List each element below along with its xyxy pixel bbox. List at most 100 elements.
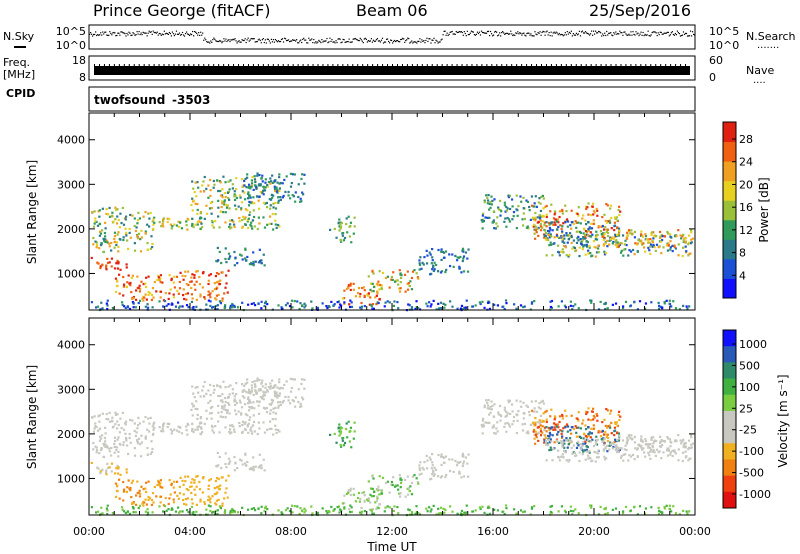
range-gate-cell [481, 505, 484, 508]
range-gate-cell [125, 285, 129, 289]
noise-point [433, 37, 435, 39]
range-gate-cell [133, 429, 136, 433]
range-gate-cell [428, 301, 431, 304]
range-gate-cell [649, 457, 652, 460]
range-gate-cell [663, 235, 666, 238]
range-gate-cell [98, 230, 102, 233]
range-gate-cell [316, 306, 319, 309]
range-gate-cell [225, 487, 228, 490]
range-gate-cell [208, 479, 211, 482]
range-gate-cell [602, 228, 606, 231]
range-gate-cell [105, 212, 108, 216]
noise-point [526, 32, 528, 35]
noise-point [667, 31, 669, 33]
noise-point [211, 41, 213, 43]
range-gate-cell [596, 209, 599, 212]
range-gate-cell [584, 223, 588, 226]
range-gate-cell [325, 510, 328, 513]
range-gate-cell [533, 437, 536, 440]
range-gate-cell [409, 280, 412, 283]
x-tick-label: 08:00 [275, 525, 307, 538]
range-gate-cell [142, 487, 145, 491]
range-gate-cell [393, 505, 396, 508]
range-gate-cell [595, 435, 598, 438]
noise-point [117, 32, 119, 34]
freq-tick [605, 64, 607, 66]
range-gate-cell [530, 195, 534, 198]
range-gate-cell [575, 435, 579, 438]
range-gate-cell [636, 308, 639, 311]
range-gate-cell [347, 420, 350, 423]
range-gate-cell [616, 438, 619, 442]
noise-point [473, 33, 476, 36]
range-gate-cell [613, 228, 616, 232]
range-gate-cell [410, 306, 414, 309]
range-gate-cell [233, 195, 236, 198]
range-gate-cell [127, 274, 130, 277]
range-gate-cell [503, 204, 506, 207]
range-gate-cell [451, 458, 454, 461]
range-gate-cell [558, 459, 561, 462]
range-gate-cell [652, 243, 655, 247]
freq-tick [421, 64, 423, 66]
range-gate-cell [433, 261, 436, 264]
range-gate-cell [215, 271, 219, 275]
range-gate-cell [687, 448, 690, 451]
range-gate-cell [509, 412, 512, 416]
range-gate-cell [250, 387, 254, 390]
range-gate-cell [443, 511, 446, 514]
range-gate-cell [678, 513, 681, 516]
range-gate-cell [195, 305, 198, 308]
range-gate-cell [648, 241, 651, 244]
range-gate-cell [606, 239, 609, 242]
range-gate-cell [175, 480, 179, 483]
range-gate-cell [579, 427, 582, 430]
range-gate-cell [296, 505, 299, 508]
range-gate-cell [271, 379, 274, 382]
range-gate-cell [587, 407, 590, 410]
range-gate-cell [506, 216, 509, 220]
range-gate-cell [146, 428, 149, 431]
range-gate-cell [663, 302, 666, 305]
range-gate-cell [274, 212, 277, 216]
range-gate-cell [503, 201, 506, 204]
range-gate-cell [684, 442, 687, 445]
noise-point [512, 34, 514, 37]
range-gate-cell [588, 432, 591, 435]
range-gate-cell [161, 486, 164, 489]
range-gate-cell [533, 410, 536, 413]
range-gate-cell [231, 424, 234, 427]
range-gate-cell [116, 208, 119, 211]
range-gate-cell [378, 503, 381, 506]
noise-point [146, 35, 148, 37]
range-gate-cell [297, 183, 300, 186]
range-gate-cell [240, 459, 243, 462]
range-gate-cell [375, 302, 378, 306]
range-gate-cell [270, 427, 273, 430]
freq-tick [610, 64, 612, 66]
range-gate-cell [122, 285, 126, 288]
range-gate-cell [653, 246, 656, 249]
range-gate-cell [147, 275, 150, 278]
range-gate-cell [612, 445, 615, 449]
range-gate-cell [142, 299, 145, 302]
range-gate-cell [183, 297, 186, 301]
noise-point [273, 41, 276, 43]
range-gate-cell [248, 200, 251, 204]
range-gate-cell [522, 412, 525, 415]
range-gate-cell [543, 426, 547, 429]
noise-point [110, 32, 112, 35]
range-gate-cell [585, 448, 588, 451]
noise-point [577, 33, 580, 35]
freq-tick [451, 64, 453, 66]
range-gate-cell [681, 254, 684, 258]
range-gate-cell [565, 232, 568, 235]
range-gate-cell [194, 181, 197, 184]
noise-point [650, 34, 652, 36]
range-gate-cell [398, 474, 401, 477]
range-gate-cell [93, 210, 96, 213]
range-gate-cell [255, 187, 258, 190]
range-gate-cell [511, 205, 514, 208]
range-gate-cell [657, 304, 661, 307]
range-gate-cell [125, 266, 128, 269]
